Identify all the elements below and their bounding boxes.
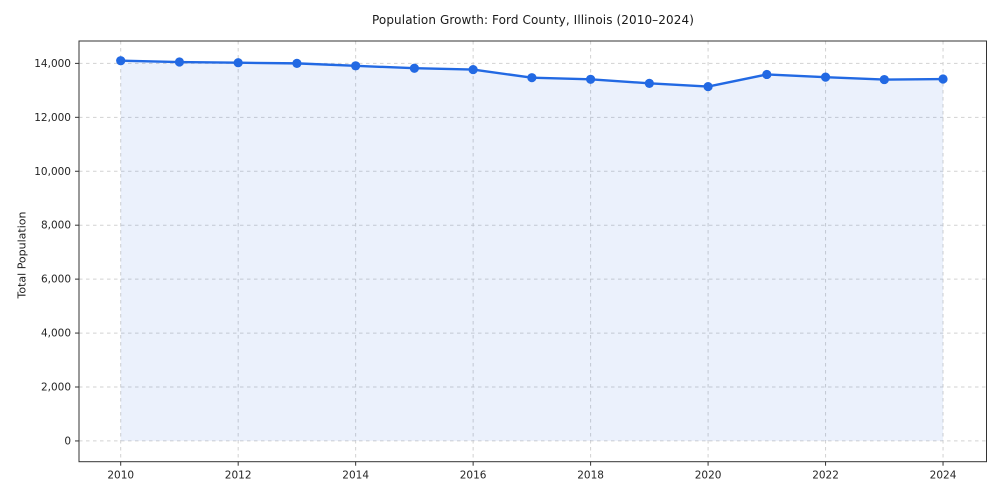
data-point-2013 — [292, 58, 302, 68]
data-point-2020 — [703, 81, 713, 92]
y-tick-label: 10,000 — [34, 166, 71, 178]
x-tick-label: 2024 — [930, 470, 957, 482]
x-tick-label: 2016 — [460, 470, 487, 482]
x-tick-label: 2022 — [812, 470, 839, 482]
plot-border — [78, 40, 987, 463]
data-point-2017 — [527, 73, 537, 83]
data-point-2022 — [820, 72, 831, 82]
data-point-2016 — [468, 64, 478, 75]
y-tick-label: 14,000 — [34, 58, 71, 70]
data-point-2024 — [938, 74, 948, 84]
data-point-2019 — [644, 78, 654, 88]
y-tick-label: 8,000 — [41, 220, 71, 232]
x-tick-label: 2018 — [577, 470, 604, 482]
data-point-2010 — [116, 56, 126, 66]
data-point-2018 — [586, 74, 596, 84]
y-tick-label: 12,000 — [34, 112, 71, 124]
data-point-2014 — [351, 61, 361, 71]
data-point-2023 — [879, 74, 889, 85]
data-point-2012 — [233, 58, 243, 68]
x-tick-label: 2012 — [225, 470, 252, 482]
y-tick-label: 4,000 — [41, 328, 71, 340]
data-point-2021 — [762, 69, 772, 80]
y-tick-label: 6,000 — [41, 274, 71, 286]
y-tick-label: 0 — [64, 435, 71, 447]
data-point-2011 — [174, 57, 185, 67]
area-fill — [120, 60, 944, 441]
data-point-2015 — [409, 63, 419, 73]
x-tick-label: 2010 — [107, 470, 134, 482]
x-tick-label: 2014 — [342, 470, 369, 482]
y-tick-label: 2,000 — [41, 381, 71, 393]
chart-title: Population Growth: Ford County, Illinois… — [371, 13, 695, 27]
x-tick-label: 2020 — [695, 470, 722, 482]
